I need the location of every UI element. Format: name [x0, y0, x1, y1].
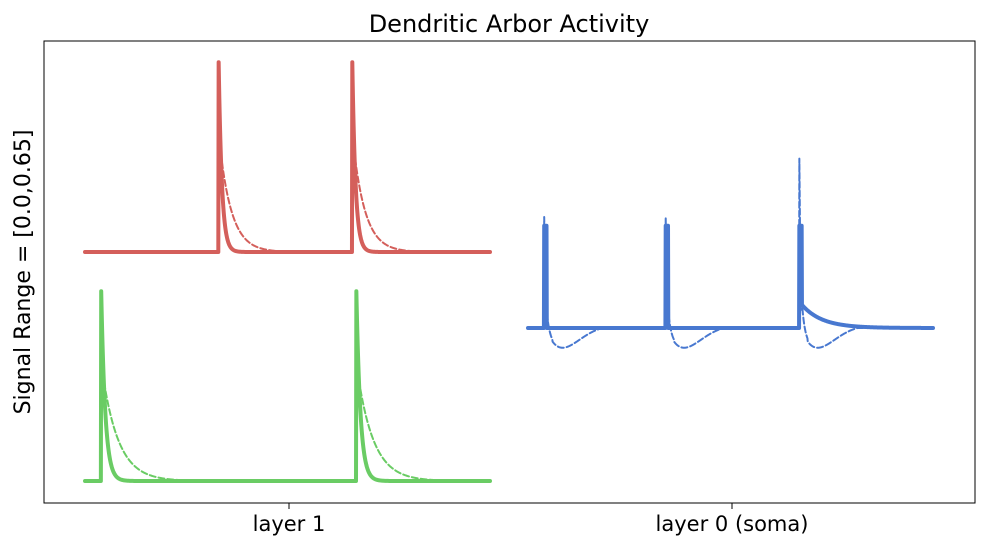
series-1-dashed-line — [84, 362, 491, 482]
series-0-solid-line — [83, 60, 492, 254]
series-2-dashed-line — [527, 157, 934, 349]
chart-title: Dendritic Arbor Activity — [369, 10, 650, 38]
plot-frame — [43, 40, 976, 504]
y-axis-label: Signal Range = [0.0,0.65] — [11, 130, 36, 415]
series-2-solid-line — [526, 223, 935, 330]
x-tick-label-1: layer 0 (soma) — [656, 512, 809, 536]
series-0-dashed-line — [84, 133, 491, 253]
series-layer — [83, 60, 935, 483]
tick-layer: layer 1 layer 0 (soma) — [253, 503, 809, 536]
series-1-solid-line — [83, 289, 492, 483]
x-tick-label-0: layer 1 — [253, 512, 326, 536]
